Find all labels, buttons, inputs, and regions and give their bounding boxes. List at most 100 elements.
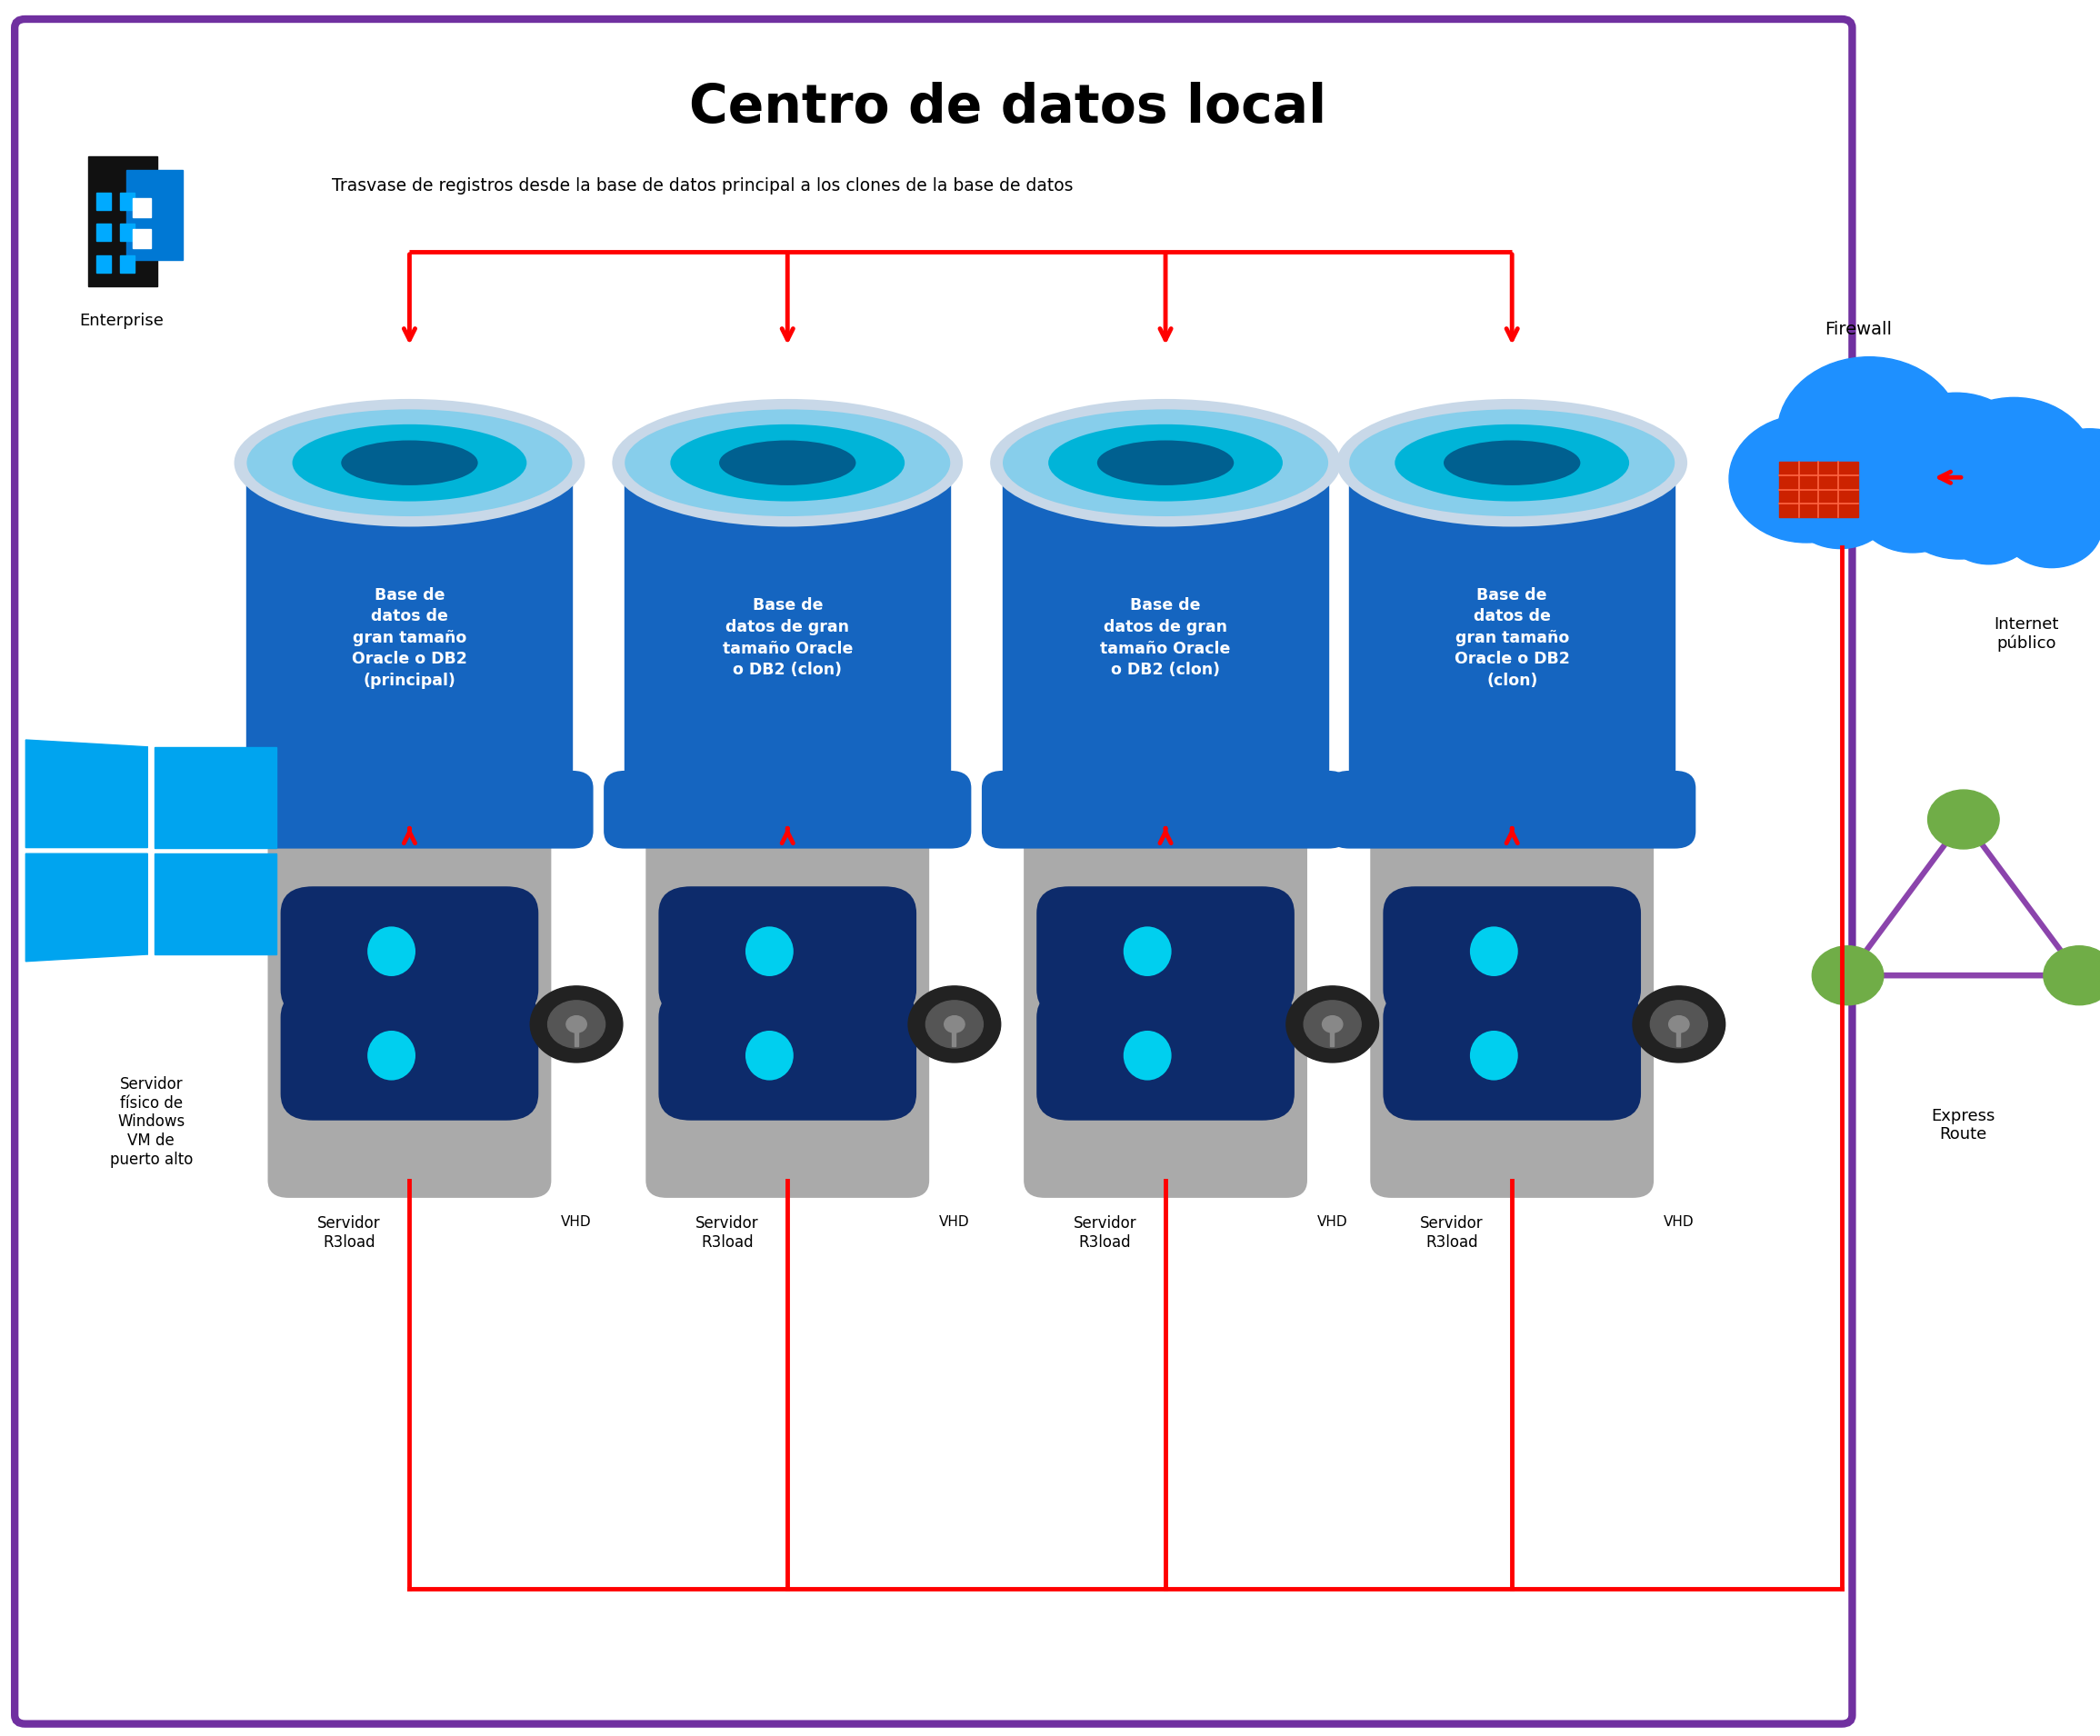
Bar bbox=[126, 170, 183, 260]
Circle shape bbox=[1777, 358, 1961, 509]
Ellipse shape bbox=[1348, 410, 1676, 516]
Circle shape bbox=[1651, 1000, 1707, 1049]
Ellipse shape bbox=[292, 424, 527, 502]
FancyBboxPatch shape bbox=[1384, 991, 1640, 1120]
Ellipse shape bbox=[745, 927, 794, 976]
Circle shape bbox=[1928, 790, 1999, 849]
Circle shape bbox=[1323, 1016, 1342, 1033]
FancyBboxPatch shape bbox=[1369, 816, 1655, 1198]
FancyBboxPatch shape bbox=[1384, 887, 1640, 1016]
Text: Servidor
R3load: Servidor R3load bbox=[1073, 1215, 1136, 1250]
Bar bbox=[88, 156, 158, 286]
Ellipse shape bbox=[340, 441, 479, 486]
Ellipse shape bbox=[991, 399, 1342, 526]
Circle shape bbox=[1934, 398, 2094, 529]
Ellipse shape bbox=[626, 410, 949, 516]
Circle shape bbox=[1812, 946, 1884, 1005]
Circle shape bbox=[529, 986, 624, 1062]
Text: Trasvase de registros desde la base de datos principal a los clones de la base d: Trasvase de registros desde la base de d… bbox=[332, 177, 1073, 194]
Bar bbox=[120, 255, 134, 273]
Bar bbox=[1348, 464, 1676, 823]
Ellipse shape bbox=[1096, 441, 1235, 486]
Ellipse shape bbox=[1124, 1031, 1172, 1080]
FancyBboxPatch shape bbox=[659, 887, 916, 1016]
Circle shape bbox=[1304, 1000, 1361, 1049]
Text: Servidor
R3load: Servidor R3load bbox=[695, 1215, 758, 1250]
Text: Servidor
R3load: Servidor R3load bbox=[1420, 1215, 1483, 1250]
Bar bbox=[248, 464, 573, 823]
Bar bbox=[1779, 462, 1858, 517]
Ellipse shape bbox=[745, 1031, 794, 1080]
Circle shape bbox=[945, 1016, 964, 1033]
FancyBboxPatch shape bbox=[981, 771, 1350, 849]
FancyBboxPatch shape bbox=[1025, 816, 1306, 1198]
Text: VHD: VHD bbox=[1663, 1215, 1695, 1229]
Ellipse shape bbox=[1394, 424, 1630, 502]
Circle shape bbox=[548, 1000, 605, 1049]
Circle shape bbox=[1884, 392, 2029, 512]
Bar bbox=[132, 229, 151, 248]
Text: VHD: VHD bbox=[939, 1215, 970, 1229]
Circle shape bbox=[1854, 457, 1970, 552]
Ellipse shape bbox=[1470, 1031, 1518, 1080]
Circle shape bbox=[1670, 1016, 1688, 1033]
Text: Centro de datos local: Centro de datos local bbox=[689, 82, 1327, 134]
Text: Firewall: Firewall bbox=[1825, 321, 1892, 339]
Bar bbox=[1676, 1029, 1680, 1047]
FancyBboxPatch shape bbox=[15, 19, 1852, 1724]
Circle shape bbox=[1942, 488, 2035, 564]
FancyBboxPatch shape bbox=[1037, 991, 1294, 1120]
Bar bbox=[120, 193, 134, 210]
Ellipse shape bbox=[1048, 424, 1283, 502]
Polygon shape bbox=[155, 746, 277, 847]
Ellipse shape bbox=[718, 441, 857, 486]
FancyBboxPatch shape bbox=[269, 816, 550, 1198]
Bar bbox=[97, 255, 111, 273]
FancyBboxPatch shape bbox=[281, 991, 538, 1120]
FancyBboxPatch shape bbox=[605, 771, 970, 849]
Ellipse shape bbox=[1004, 410, 1329, 516]
Circle shape bbox=[1634, 986, 1726, 1062]
FancyBboxPatch shape bbox=[281, 887, 538, 1016]
Text: VHD: VHD bbox=[1317, 1215, 1348, 1229]
Bar bbox=[1329, 1029, 1333, 1047]
Text: Enterprise: Enterprise bbox=[80, 312, 164, 328]
Bar bbox=[573, 1029, 578, 1047]
Polygon shape bbox=[25, 854, 147, 962]
Ellipse shape bbox=[613, 399, 962, 526]
Text: Servidor
R3load: Servidor R3load bbox=[317, 1215, 380, 1250]
Text: Base de
datos de gran
tamaño Oracle
o DB2 (clon): Base de datos de gran tamaño Oracle o DB… bbox=[1100, 597, 1231, 679]
Circle shape bbox=[2001, 484, 2100, 568]
FancyBboxPatch shape bbox=[659, 991, 916, 1120]
Text: Base de
datos de
gran tamaño
Oracle o DB2
(clon): Base de datos de gran tamaño Oracle o DB… bbox=[1455, 587, 1569, 689]
Ellipse shape bbox=[246, 410, 571, 516]
Ellipse shape bbox=[1470, 927, 1518, 976]
Bar bbox=[1004, 464, 1329, 823]
Ellipse shape bbox=[368, 1031, 416, 1080]
Ellipse shape bbox=[233, 399, 584, 526]
Circle shape bbox=[907, 986, 1000, 1062]
FancyBboxPatch shape bbox=[647, 816, 928, 1198]
Circle shape bbox=[926, 1000, 983, 1049]
Ellipse shape bbox=[1348, 759, 1676, 823]
Text: Express
Route: Express Route bbox=[1932, 1108, 1995, 1142]
Polygon shape bbox=[25, 740, 147, 847]
Polygon shape bbox=[155, 854, 277, 955]
Ellipse shape bbox=[1338, 399, 1688, 526]
Bar bbox=[120, 224, 134, 241]
Ellipse shape bbox=[368, 927, 416, 976]
Bar bbox=[626, 464, 949, 823]
FancyBboxPatch shape bbox=[1327, 771, 1695, 849]
Ellipse shape bbox=[670, 424, 905, 502]
Bar bbox=[97, 193, 111, 210]
Bar bbox=[97, 224, 111, 241]
Circle shape bbox=[567, 1016, 586, 1033]
Ellipse shape bbox=[1443, 441, 1581, 486]
Circle shape bbox=[1728, 415, 1884, 543]
Text: Base de
datos de gran
tamaño Oracle
o DB2 (clon): Base de datos de gran tamaño Oracle o DB… bbox=[722, 597, 853, 679]
Bar bbox=[132, 198, 151, 217]
Circle shape bbox=[1285, 986, 1380, 1062]
FancyBboxPatch shape bbox=[1037, 887, 1294, 1016]
Circle shape bbox=[2043, 946, 2100, 1005]
Circle shape bbox=[2026, 429, 2100, 533]
